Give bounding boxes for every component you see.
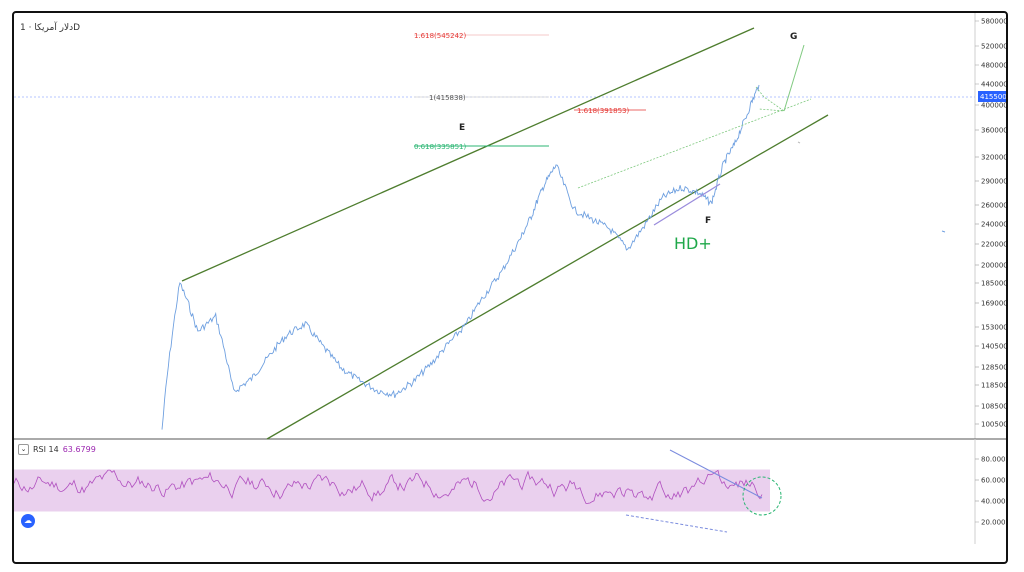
cloud-icon[interactable]: ☁ <box>21 514 35 528</box>
price-tick-label: 440000 <box>981 81 1008 89</box>
price-series-line <box>161 84 760 430</box>
hd-plus-label: HD+ <box>674 234 712 253</box>
small-mark <box>941 230 946 233</box>
small-mark <box>797 141 801 144</box>
rsi-band <box>14 469 770 512</box>
rsi-tick-label: 80.0000 <box>981 456 1008 464</box>
wave-label-g: G <box>790 32 797 42</box>
projection-path <box>755 86 786 112</box>
price-tick-label: 320000 <box>981 154 1008 162</box>
price-axis-ticks: 580000 520000 480000 440000 400000 360000 3200… <box>975 18 1008 429</box>
price-divergence-line <box>653 183 721 226</box>
price-tick-label: 400000 <box>981 102 1008 110</box>
price-tick-label: 260000 <box>981 202 1008 210</box>
fib-label-1618-lower: 1.618(391853) <box>577 107 629 115</box>
rsi-axis-ticks: 80.0000 60.0000 40.0000 20.0000 <box>975 456 1008 527</box>
price-tick-label: 290000 <box>981 178 1008 186</box>
chart-frame: 580000 520000 480000 440000 400000 360000 3200… <box>12 11 1008 564</box>
rsi-tick-label: 20.0000 <box>981 519 1008 527</box>
rsi-divergence-upper <box>669 449 763 499</box>
price-tick-label: 118500 <box>981 382 1008 390</box>
chevron-down-icon[interactable]: ⌄ <box>18 444 29 455</box>
chart-title: دلار آمریکا · 1D <box>20 23 81 33</box>
price-tick-label: 185000 <box>981 280 1008 288</box>
fib-label-0618: 0.618(335851) <box>414 143 466 151</box>
wave-label-e: E <box>459 123 465 133</box>
current-price-tag <box>978 91 1006 102</box>
price-tick-label: 140500 <box>981 343 1008 351</box>
price-tick-label: 100500 <box>981 421 1008 429</box>
rsi-label: RSI 14 <box>33 445 59 454</box>
rsi-value: 63.6799 <box>62 445 96 454</box>
rsi-highlight-circle <box>742 476 782 516</box>
channel-lower-line <box>266 114 829 440</box>
chart-canvas: 580000 520000 480000 440000 400000 360000 3200… <box>14 13 1008 544</box>
price-tick-label: 360000 <box>981 127 1008 135</box>
price-tick-label: 580000 <box>981 18 1008 26</box>
rsi-series-line <box>14 469 763 504</box>
rsi-tick-label: 60.0000 <box>981 477 1008 485</box>
fib-label-1: 1(415838) <box>429 94 466 102</box>
price-tick-label: 108500 <box>981 403 1008 411</box>
price-tick-label: 480000 <box>981 62 1008 70</box>
resistance-trendline <box>577 98 812 189</box>
price-tick-label: 200000 <box>981 262 1008 270</box>
price-tick-label: 169000 <box>981 300 1008 308</box>
price-tick-label: 240000 <box>981 221 1008 229</box>
rsi-tick-label: 40.0000 <box>981 498 1008 506</box>
channel-upper-line <box>181 27 755 282</box>
price-tick-label: 220000 <box>981 241 1008 249</box>
price-tick-label: 128500 <box>981 364 1008 372</box>
price-tick-label: 153000 <box>981 324 1008 332</box>
wave-label-f: F <box>705 216 711 226</box>
price-tick-label: 520000 <box>981 43 1008 51</box>
rsi-divergence-lower <box>625 514 728 533</box>
current-price-tag-text: 415500 <box>980 93 1007 101</box>
fib-label-1618-upper: 1.618(545242) <box>414 32 466 40</box>
projection-target-line <box>783 44 805 112</box>
rsi-header: ⌄ RSI 14 63.6799 <box>18 444 96 455</box>
